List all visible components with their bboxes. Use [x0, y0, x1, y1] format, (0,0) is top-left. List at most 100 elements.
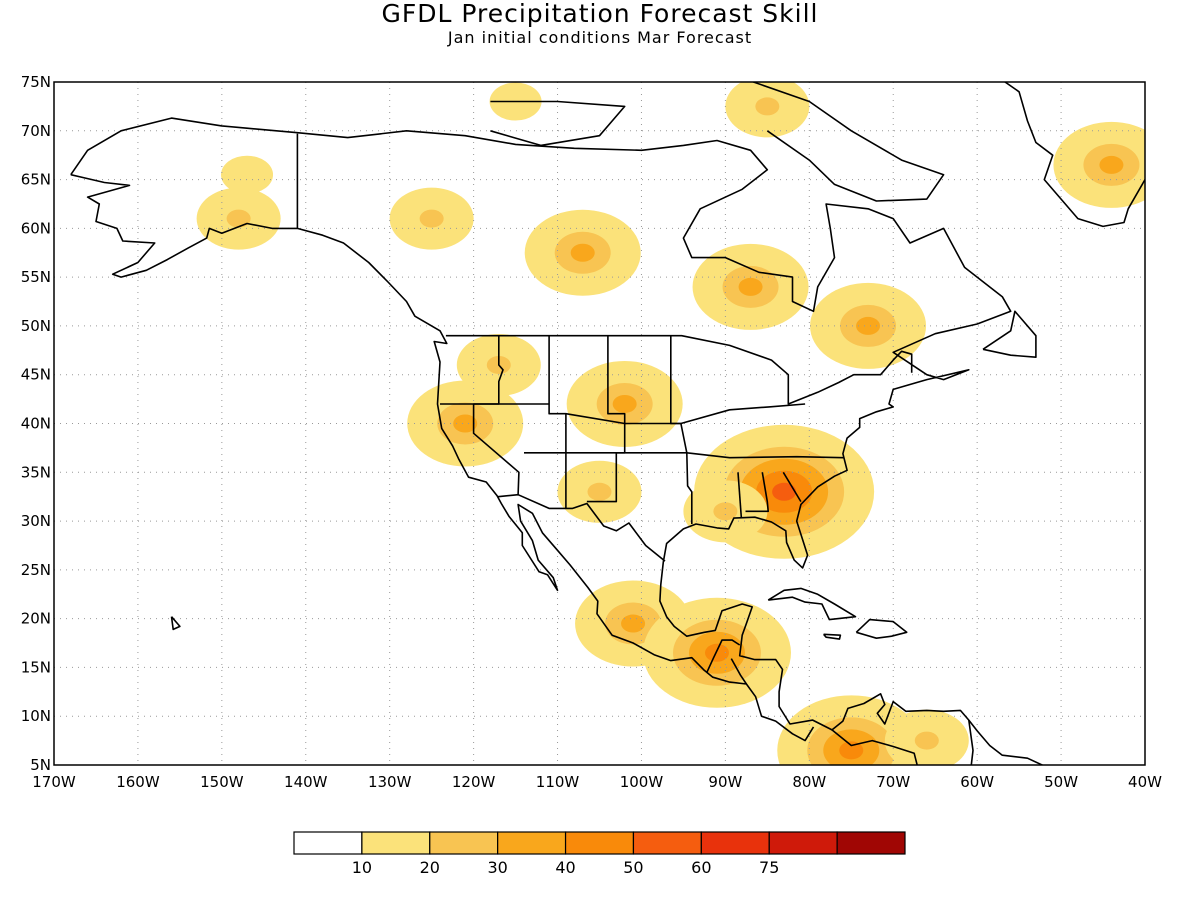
- longitude-tick-label: 120W: [452, 773, 496, 791]
- longitude-tick-label: 160W: [116, 773, 160, 791]
- colorbar-swatch: [700, 831, 770, 855]
- longitude-tick-label: 110W: [536, 773, 580, 791]
- victoria-island-coastline: [490, 100, 626, 147]
- mexico-central-america-borders: [706, 639, 741, 673]
- skill-contour: [612, 394, 637, 413]
- colorbar-swatch: [361, 831, 431, 855]
- colorbar-swatch: [293, 831, 363, 855]
- latitude-tick-label: 60N: [21, 219, 51, 237]
- latitude-tick-label: 15N: [21, 658, 51, 676]
- skill-contour: [1099, 155, 1124, 174]
- colorbar-swatch: [836, 831, 906, 855]
- colorbar-swatch: [632, 831, 702, 855]
- colorbar-swatch: [768, 831, 838, 855]
- jamaica-coastline: [822, 633, 842, 640]
- longitude-tick-label: 150W: [200, 773, 244, 791]
- colorbar-swatch: [429, 831, 499, 855]
- skill-region: [683, 480, 768, 543]
- skill-region: [884, 709, 969, 765]
- skill-contour: [453, 414, 478, 433]
- us-canada-border: [445, 334, 913, 405]
- plot-frame: [53, 81, 1146, 766]
- colorbar-tick-label: 20: [420, 858, 440, 877]
- latitude-tick-label: 50N: [21, 317, 51, 335]
- us-states-lat-lines-2: [524, 451, 844, 459]
- cuba-coastline: [767, 587, 857, 621]
- skill-contour: [914, 731, 939, 750]
- latitude-tick-label: 10N: [21, 707, 51, 725]
- skill-region: [810, 282, 927, 369]
- us-states-lat-lines-3: [565, 403, 806, 425]
- latitude-labels: 5N 10N 15N 20N 25N 30N 35N 40N 45N 50N 55N 60N 65N 70…: [21, 73, 51, 774]
- skill-region: [642, 597, 791, 708]
- hispaniola-coastline: [855, 618, 908, 640]
- colorbar-swatch: [497, 831, 567, 855]
- us-states-southeast-3: [782, 471, 802, 503]
- venezuela-guyana-border: [968, 719, 974, 765]
- colorbar-tick-label: 10: [352, 858, 372, 877]
- latitude-tick-label: 45N: [21, 366, 51, 384]
- skill-contour: [704, 643, 729, 662]
- latitude-tick-label: 40N: [21, 415, 51, 433]
- longitude-tick-label: 100W: [620, 773, 664, 791]
- longitude-tick-label: 170W: [32, 773, 76, 791]
- longitude-tick-label: 70W: [876, 773, 910, 791]
- longitude-tick-label: 130W: [368, 773, 412, 791]
- colorbar-tick-label: 30: [487, 858, 507, 877]
- skill-contour: [772, 482, 797, 501]
- longitude-tick-label: 50W: [1044, 773, 1078, 791]
- skill-region: [1053, 121, 1145, 208]
- us-states-southeast-2: [745, 472, 770, 513]
- baffin-coastline: [751, 82, 945, 202]
- skill-region: [725, 82, 810, 138]
- skill-contour: [419, 209, 444, 228]
- colorbar-tick-label: 60: [691, 858, 711, 877]
- skill-region: [221, 155, 274, 194]
- skill-region: [407, 380, 524, 467]
- central-america-borders-2: [730, 658, 748, 685]
- skill-contour: [755, 97, 780, 116]
- colorbar-swatch: [564, 831, 635, 855]
- latitude-tick-label: 25N: [21, 561, 51, 579]
- skill-contour: [839, 741, 864, 760]
- us-states-central: [548, 335, 567, 509]
- skill-shading-layer: [196, 82, 1145, 765]
- coastline-layer: [70, 82, 1145, 765]
- skill-region: [389, 187, 474, 250]
- skill-contour: [713, 502, 738, 521]
- panama-colombia-border: [831, 729, 918, 765]
- skill-contour: [738, 277, 763, 296]
- latitude-tick-label: 30N: [21, 512, 51, 530]
- map-subtitle: Jan initial conditions Mar Forecast: [447, 28, 753, 47]
- longitude-tick-label: 40W: [1128, 773, 1162, 791]
- map-title: GFDL Precipitation Forecast Skill: [381, 0, 819, 28]
- longitude-tick-label: 60W: [960, 773, 994, 791]
- colorbar-tick-label: 40: [555, 858, 575, 877]
- skill-region: [692, 243, 809, 330]
- latitude-tick-label: 70N: [21, 122, 51, 140]
- skill-contour: [221, 155, 274, 194]
- colorbar: 10 20 30 40 50 60 75: [293, 831, 906, 877]
- us-states-southeast: [737, 472, 743, 518]
- skill-region: [557, 460, 642, 523]
- longitude-labels: 170W 160W 150W 140W 130W 120W 110W 100W 90W 80W 70…: [32, 773, 1162, 791]
- skill-contour: [570, 243, 595, 262]
- latitude-tick-label: 55N: [21, 268, 51, 286]
- skill-contour: [856, 316, 881, 335]
- colorbar-tick-label: 75: [759, 858, 779, 877]
- skill-contour: [587, 482, 612, 501]
- longitude-tick-label: 80W: [792, 773, 826, 791]
- skill-contour: [621, 614, 646, 633]
- latitude-tick-label: 75N: [21, 73, 51, 91]
- longitude-tick-label: 90W: [708, 773, 742, 791]
- skill-region: [524, 209, 641, 296]
- us-states-midwest: [669, 335, 693, 524]
- us-mexico-border: [497, 493, 666, 562]
- colorbar-tick-label: 50: [623, 858, 643, 877]
- skill-region: [196, 187, 281, 250]
- latitude-tick-label: 35N: [21, 463, 51, 481]
- latitude-tick-label: 20N: [21, 610, 51, 628]
- greenland-coastline: [1003, 82, 1145, 228]
- skill-contour: [226, 209, 251, 228]
